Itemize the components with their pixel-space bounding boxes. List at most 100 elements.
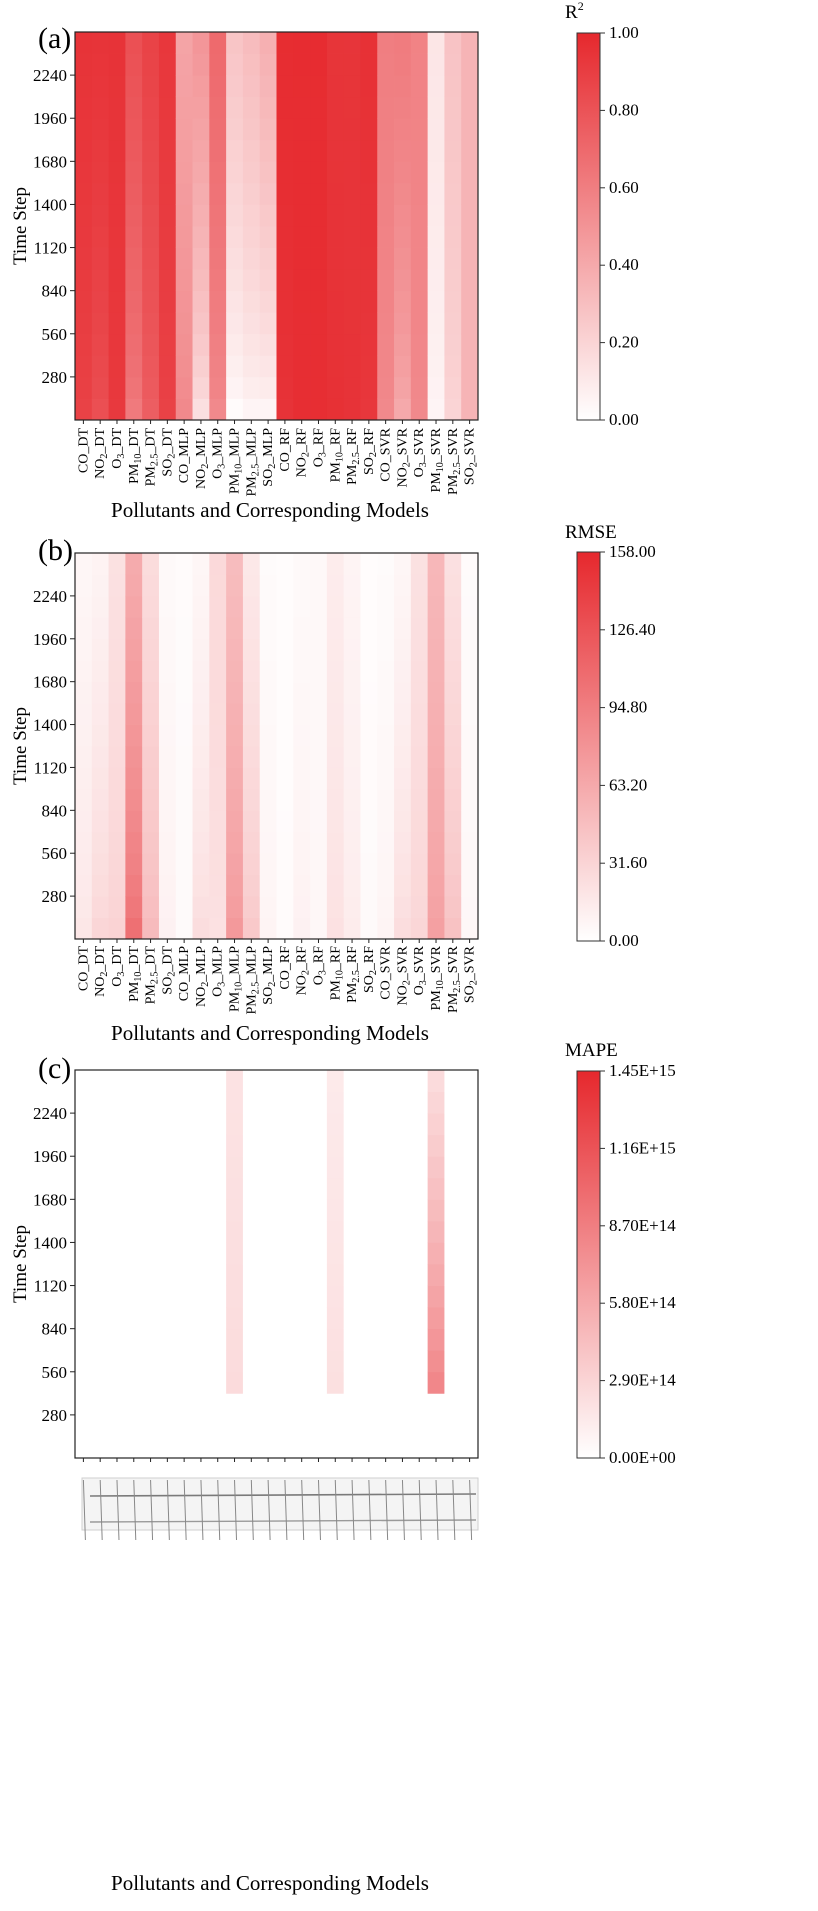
heatmap-cell [276, 1328, 294, 1351]
heatmap-cell [158, 681, 177, 704]
heatmap-cell [343, 53, 361, 76]
heatmap-cell [427, 681, 445, 704]
heatmap-column [91, 1070, 109, 1459]
heatmap-cell [360, 269, 378, 292]
heatmap-cell [142, 1156, 160, 1179]
colorbar-tick-label: 63.20 [609, 775, 647, 794]
heatmap-cell [276, 118, 294, 141]
heatmap-cell [108, 312, 126, 335]
heatmap-cell [259, 574, 277, 597]
heatmap-cell [394, 247, 412, 270]
heatmap-cell [192, 574, 210, 597]
x-tick-label: PM2.5_RF [345, 946, 362, 1003]
y-tick-label: 1680 [33, 1190, 67, 1209]
heatmap-cell [343, 746, 361, 768]
heatmap-cell [394, 290, 412, 313]
heatmap-cell [360, 1199, 378, 1222]
heatmap-cell [209, 247, 227, 270]
heatmap-cell [427, 703, 445, 725]
heatmap-cell [461, 1350, 479, 1373]
heatmap-cell [343, 595, 361, 618]
heatmap-cell [108, 1156, 126, 1179]
heatmap-cell [343, 1264, 361, 1286]
heatmap-cell [158, 118, 177, 141]
heatmap-cell [310, 333, 328, 356]
heatmap-cell [343, 1091, 361, 1114]
heatmap-cell [343, 1156, 361, 1179]
heatmap-cell [259, 1436, 277, 1459]
heatmap-cell [158, 398, 177, 421]
heatmap-cell [142, 617, 160, 640]
heatmap-cell [360, 226, 378, 248]
heatmap-cell [158, 767, 177, 790]
heatmap-cell [276, 896, 294, 918]
heatmap-cell [142, 1350, 160, 1373]
heatmap-cell [410, 1307, 429, 1330]
heatmap-cell [108, 96, 126, 119]
heatmap-cell [226, 1350, 244, 1373]
heatmap-cell [209, 1393, 227, 1416]
heatmap-cell [91, 1199, 109, 1222]
heatmap-cell [427, 247, 445, 270]
heatmap-cell [108, 1414, 126, 1437]
heatmap-cell [427, 1070, 445, 1092]
heatmap-cell [343, 1220, 361, 1243]
heatmap-cell [461, 703, 479, 725]
heatmap-cell [91, 161, 109, 184]
heatmap-cell [209, 204, 227, 227]
heatmap-cell [410, 638, 429, 661]
heatmap-cell [360, 1436, 378, 1459]
heatmap-cell [209, 1436, 227, 1459]
heatmap-cell [461, 398, 479, 421]
heatmap-cell [427, 1285, 445, 1308]
heatmap-column [91, 32, 109, 421]
heatmap-column [192, 1070, 210, 1459]
heatmap-cell [343, 1307, 361, 1330]
x-tick-label: O3_RF [311, 946, 328, 985]
heatmap-cell [343, 290, 361, 313]
heatmap-cell [175, 139, 193, 162]
heatmap-cell [75, 398, 93, 421]
heatmap-cell [259, 853, 277, 876]
x-tick-label: SO2_RF [362, 946, 379, 993]
heatmap-cell [293, 703, 311, 725]
scan-stroke [133, 1479, 137, 1541]
heatmap-cell [75, 118, 93, 141]
heatmap-cell [310, 1350, 328, 1373]
heatmap-cell [226, 767, 244, 790]
heatmap-cell [461, 810, 479, 833]
heatmap-cell [293, 853, 311, 876]
heatmap-cell [226, 1328, 244, 1351]
heatmap-cell [209, 226, 227, 248]
heatmap-cell [259, 810, 277, 833]
heatmap-cell [427, 746, 445, 768]
heatmap-cell [444, 398, 462, 421]
heatmap-cell [461, 1393, 479, 1416]
heatmap-cell [377, 376, 395, 399]
heatmap-cell [226, 355, 244, 378]
heatmap-cell [91, 139, 109, 162]
heatmap-cell [293, 1113, 311, 1136]
heatmap-cell [276, 1393, 294, 1416]
heatmap-column [444, 32, 462, 421]
heatmap-cell [427, 53, 445, 76]
heatmap-cell [444, 1070, 462, 1092]
heatmap-cell [91, 1371, 109, 1394]
heatmap-cell [377, 1285, 395, 1308]
heatmap-cell [125, 874, 143, 897]
heatmap-cell [242, 1220, 261, 1243]
heatmap-cell [293, 788, 311, 811]
heatmap-cell [209, 746, 227, 768]
colorbar-tick-label: 1.00 [609, 23, 639, 42]
heatmap-cell [461, 226, 479, 248]
heatmap-cell [444, 333, 462, 356]
heatmap-cell [310, 290, 328, 313]
heatmap-cell [343, 1350, 361, 1373]
y-tick-label: 560 [42, 844, 68, 863]
heatmap-cell [427, 553, 445, 575]
heatmap-cell [91, 1414, 109, 1437]
heatmap-cell [158, 269, 177, 292]
heatmap-cell [343, 1285, 361, 1308]
heatmap-cell [293, 553, 311, 575]
heatmap-cell [125, 376, 143, 399]
